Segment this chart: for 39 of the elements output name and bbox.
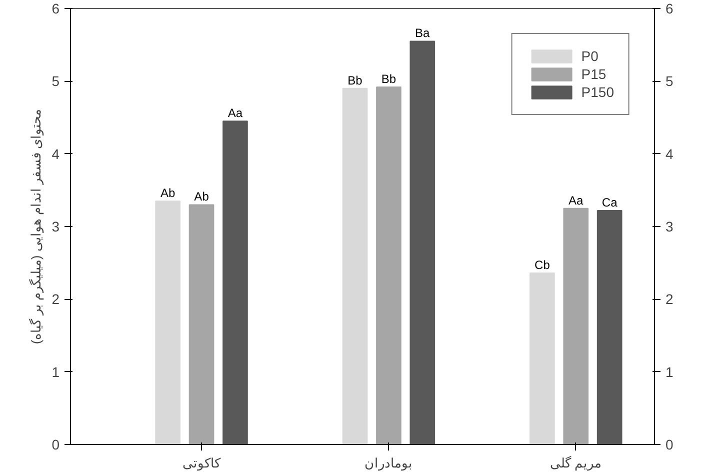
y-tick-label: 3 [52,218,60,234]
data-label: Ba [415,26,430,40]
x-tick-label: مریم گلی [550,456,602,472]
legend-label: P150 [581,84,614,100]
data-label: Bb [381,72,396,86]
bar [155,200,180,444]
y2-tick-label: 5 [666,73,674,90]
data-label: Ab [160,186,176,200]
y2-tick-label: 3 [666,218,674,234]
y-tick-label: 6 [52,0,60,16]
data-label: Ab [194,190,210,204]
y-axis-title: محتوای فسفر اندام هوایی (میلیگرم بر گیاه) [28,108,45,344]
data-label: Aa [568,193,584,208]
bar [342,88,368,444]
y-tick-label: 4 [52,146,60,162]
y2-tick-label: 6 [666,0,674,16]
bar [563,208,589,444]
y2-tick-label: 4 [666,146,674,162]
legend-label: P0 [581,48,600,64]
y2-tick-label: 1 [666,364,674,380]
bar [596,210,622,444]
y2-tick-label: 2 [666,291,674,308]
bar [188,204,214,444]
y-tick-label: 1 [52,364,60,380]
bar [530,272,555,444]
y2-tick-label: 0 [666,436,674,452]
y-tick-label: 2 [52,291,60,308]
bar [376,86,402,444]
data-label: Aa [228,106,243,120]
x-tick-label: بومادران [364,456,413,472]
legend-label: P15 [581,66,606,82]
data-label: Bb [348,73,363,88]
bar [222,120,248,444]
bar [410,40,436,444]
data-label: Ca [602,196,618,210]
data-label: Cb [534,258,550,272]
y-tick-label: 0 [52,436,60,452]
x-tick-label: کاکوتی [182,456,222,472]
y-tick-label: 5 [52,73,60,90]
